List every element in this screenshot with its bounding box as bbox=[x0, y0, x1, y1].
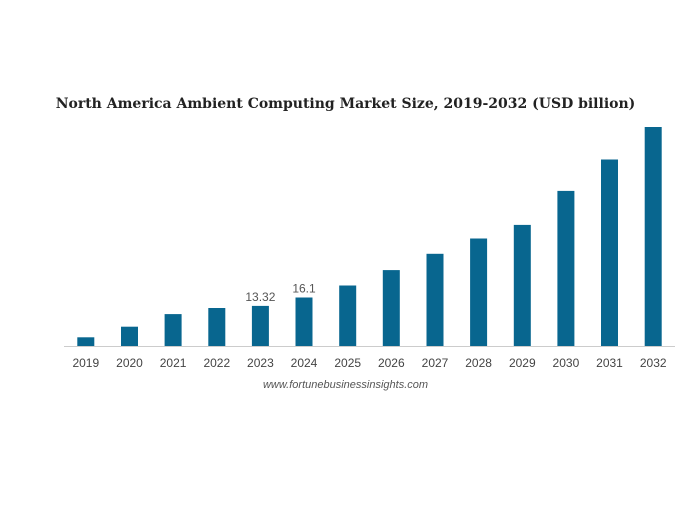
x-tick-2029: 2029 bbox=[509, 356, 536, 370]
x-tick-labels: 2019 2020 2021 2022 2023 2024 2025 2026 2027 2028… bbox=[72, 356, 666, 370]
bar-2021 bbox=[164, 314, 182, 346]
x-tick-2032: 2032 bbox=[640, 356, 667, 370]
bar-2019 bbox=[77, 337, 95, 346]
bar-2027 bbox=[426, 253, 444, 346]
x-tick-2022: 2022 bbox=[203, 356, 230, 370]
x-tick-2023: 2023 bbox=[247, 356, 274, 370]
x-tick-2025: 2025 bbox=[334, 356, 361, 370]
bar-2025 bbox=[339, 285, 357, 346]
bar-2032 bbox=[644, 127, 662, 346]
bar-2028 bbox=[470, 238, 488, 346]
bar-2030 bbox=[557, 190, 575, 346]
bar-2029 bbox=[513, 224, 531, 346]
bars-group bbox=[77, 127, 662, 346]
data-label-2024: 16.1 bbox=[292, 282, 316, 296]
x-tick-2028: 2028 bbox=[465, 356, 492, 370]
source-credit: www.fortunebusinessinsights.com bbox=[262, 379, 429, 391]
x-tick-2030: 2030 bbox=[553, 356, 580, 370]
x-tick-2026: 2026 bbox=[378, 356, 405, 370]
x-tick-2021: 2021 bbox=[160, 356, 187, 370]
bar-2020 bbox=[121, 326, 138, 346]
bar-2022 bbox=[208, 308, 226, 346]
data-labels: 13.32 16.1 bbox=[245, 282, 316, 304]
x-tick-2019: 2019 bbox=[72, 356, 99, 370]
bar-2031 bbox=[601, 159, 618, 346]
data-label-2023: 13.32 bbox=[245, 290, 275, 304]
chart-title: North America Ambient Computing Market S… bbox=[55, 96, 636, 112]
x-tick-2020: 2020 bbox=[116, 356, 143, 370]
bar-2023 bbox=[251, 305, 269, 346]
bar-2026 bbox=[382, 270, 400, 346]
x-tick-2031: 2031 bbox=[596, 356, 623, 370]
bar-2024 bbox=[295, 297, 313, 346]
x-tick-2027: 2027 bbox=[422, 356, 449, 370]
x-tick-2024: 2024 bbox=[291, 356, 318, 370]
